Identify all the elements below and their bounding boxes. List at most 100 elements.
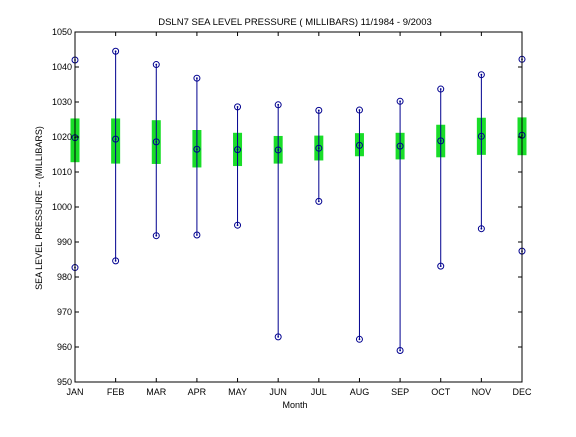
- min-marker: [355, 335, 363, 343]
- month-group-jul: [314, 106, 324, 205]
- month-group-nov: [476, 71, 486, 233]
- chart-title: DSLN7 SEA LEVEL PRESSURE ( MILLIBARS) 11…: [158, 17, 432, 28]
- max-marker-dot: [358, 109, 361, 111]
- month-group-mar: [151, 61, 161, 240]
- mean-marker: [355, 141, 363, 149]
- month-group-jun: [273, 101, 283, 341]
- x-axis-label: Month: [282, 400, 307, 410]
- max-marker: [396, 97, 404, 105]
- min-marker-dot: [358, 338, 361, 341]
- axes-frame: [74, 31, 523, 383]
- min-marker-dot: [399, 349, 401, 352]
- max-marker: [152, 61, 160, 69]
- y-tick-label: 1000: [52, 202, 72, 212]
- x-tick-label-sep: SEP: [391, 387, 409, 397]
- chart-marks: [70, 47, 527, 354]
- mean-marker: [477, 132, 485, 140]
- y-tick-label: 950: [57, 377, 72, 387]
- mean-marker-dot: [196, 148, 198, 151]
- y-tick-label: 1020: [52, 132, 72, 142]
- min-marker: [112, 257, 120, 265]
- mean-marker-dot: [358, 144, 361, 147]
- mean-marker-dot: [399, 145, 401, 148]
- min-marker-dot: [277, 335, 280, 338]
- max-marker: [355, 106, 363, 114]
- mean-marker-dot: [439, 139, 442, 142]
- mean-marker: [112, 135, 120, 143]
- max-marker-dot: [480, 73, 483, 76]
- month-group-may: [233, 103, 243, 229]
- x-tick-label-oct: OCT: [431, 387, 451, 397]
- max-marker-dot: [196, 77, 198, 80]
- max-marker: [193, 74, 201, 82]
- mean-marker-dot: [236, 148, 239, 151]
- x-tick-label-mar: MAR: [146, 387, 167, 397]
- min-marker-dot: [114, 260, 117, 262]
- month-group-feb: [111, 47, 121, 265]
- x-tick-label-feb: FEB: [107, 387, 125, 397]
- mean-marker-dot: [480, 135, 483, 138]
- max-marker-dot: [155, 63, 158, 66]
- y-tick-label: 1050: [52, 27, 72, 37]
- mean-marker: [152, 138, 160, 146]
- max-marker: [234, 103, 242, 111]
- min-marker-dot: [155, 234, 158, 237]
- y-tick-label: 1030: [52, 97, 72, 107]
- max-marker-dot: [439, 88, 442, 90]
- month-group-aug: [354, 106, 364, 343]
- y-tick-label: 1040: [52, 62, 72, 72]
- min-marker: [234, 221, 242, 229]
- mean-marker-dot: [277, 149, 280, 151]
- x-tick-label-aug: AUG: [350, 387, 370, 397]
- min-marker: [477, 225, 485, 233]
- min-marker: [152, 232, 160, 240]
- min-marker: [274, 333, 282, 341]
- y-tick-label: 970: [57, 307, 72, 317]
- month-group-sep: [395, 97, 405, 354]
- x-tick-label-dec: DEC: [512, 387, 532, 397]
- y-tick-label: 960: [57, 342, 72, 352]
- mean-marker: [396, 142, 404, 150]
- min-marker-dot: [236, 224, 239, 227]
- month-group-oct: [436, 85, 446, 270]
- y-tick-label: 980: [57, 272, 72, 282]
- min-marker: [396, 347, 404, 354]
- x-tick-label-may: MAY: [228, 387, 247, 397]
- min-marker-dot: [196, 234, 198, 236]
- min-marker-dot: [439, 265, 442, 268]
- max-marker: [437, 85, 445, 93]
- max-marker: [477, 71, 485, 79]
- mean-marker: [315, 144, 323, 152]
- max-marker-dot: [399, 100, 401, 103]
- y-tick-label: 1010: [52, 167, 72, 177]
- min-marker: [437, 262, 445, 270]
- x-tick-label-apr: APR: [188, 387, 207, 397]
- max-marker-dot: [317, 109, 320, 112]
- y-tick-label: 990: [57, 237, 72, 247]
- min-marker: [193, 231, 201, 239]
- max-marker-dot: [236, 106, 239, 108]
- min-marker: [315, 197, 323, 205]
- min-marker-dot: [317, 200, 320, 203]
- mean-marker: [234, 146, 242, 154]
- max-marker: [112, 47, 120, 55]
- max-marker-dot: [277, 103, 280, 106]
- x-tick-label-nov: NOV: [472, 387, 492, 397]
- x-tick-label-jan: JAN: [66, 387, 83, 397]
- month-group-apr: [192, 74, 202, 239]
- mean-marker-dot: [155, 141, 158, 143]
- x-tick-label-jul: JUL: [311, 387, 327, 397]
- mean-marker-dot: [114, 138, 117, 141]
- mean-marker: [193, 145, 201, 153]
- max-marker: [315, 106, 323, 114]
- x-axis-ticks: JAN FEB MAR APR MAY JUN JUL AUG SEP OCT NOV DEC: [66, 32, 532, 397]
- mean-marker: [274, 146, 282, 154]
- max-marker-dot: [114, 50, 117, 53]
- y-axis-ticks: 950 960 970 980 990 1000 1010 1020 1030 1040 1050: [52, 27, 522, 387]
- max-marker: [274, 101, 282, 109]
- min-marker-dot: [480, 227, 483, 230]
- mean-marker: [437, 137, 445, 145]
- x-tick-label-jun: JUN: [269, 387, 287, 397]
